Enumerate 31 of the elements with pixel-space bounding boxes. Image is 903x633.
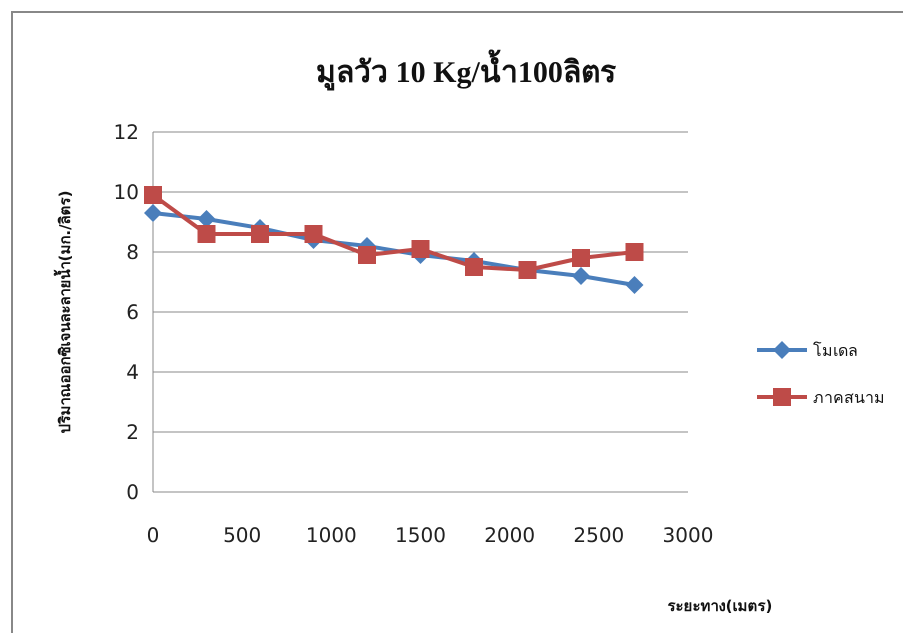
point [626,276,644,294]
point [251,225,269,243]
x-tick-label: 0 [146,523,160,547]
y-tick-label: 10 [114,180,139,204]
point [304,225,322,243]
y-tick-label: 6 [126,300,139,324]
x-tick-label: 3000 [662,523,714,547]
y-tick-label: 4 [126,360,139,384]
y-tick-label: 8 [126,240,139,264]
point [144,204,162,222]
y-axis-title: ปริมาณออกซิเจนละลายน้ำ(มก./ลิตร) [53,190,74,434]
legend-label: ภาคสนาม [813,388,885,407]
x-tick-label: 1000 [306,523,357,547]
x-tick-label: 2000 [484,523,536,547]
point [465,258,483,276]
y-tick-label: 0 [126,480,139,504]
point [358,246,376,264]
point [144,186,162,204]
x-tick-label: 2500 [573,523,624,547]
chart-title: มูลวัว 10 Kg/น้ำ100ลิตร [316,49,616,91]
x-tick-label: 500 [223,523,262,547]
point [572,249,590,267]
point [198,225,216,243]
y-tick-label: 2 [126,420,139,444]
y-tick-label: 12 [114,120,139,144]
x-tick-label: 1500 [395,523,446,547]
legend-label: โมเดล [813,341,858,360]
point [572,267,590,285]
x-axis-title: ระยะทาง(เมตร) [668,597,772,615]
point [626,243,644,261]
point [412,240,430,258]
